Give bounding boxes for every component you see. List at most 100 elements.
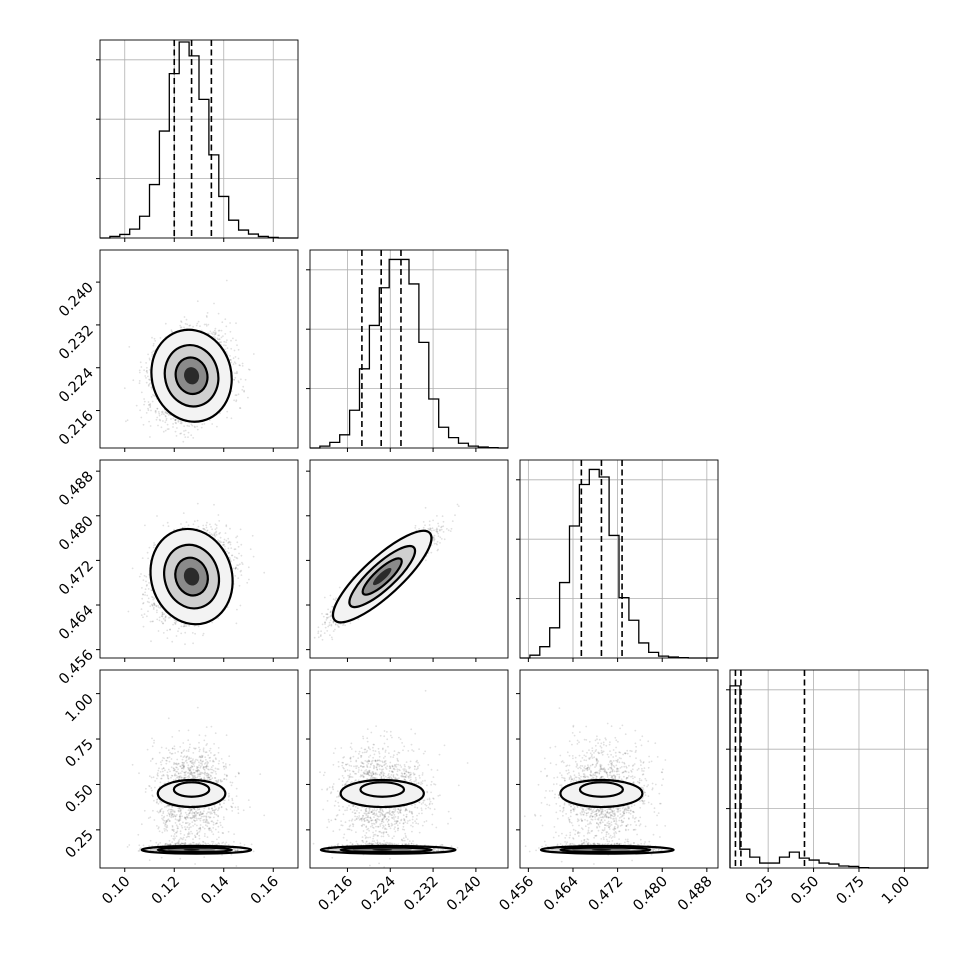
sample-point [175,435,178,437]
sample-point [174,430,177,433]
sample-point [174,418,177,421]
sample-point [138,380,141,382]
sample-point [145,381,148,384]
sample-point [214,332,217,335]
sample-point [226,416,228,419]
sample-point [127,610,130,613]
panel-frame [99,249,299,449]
sample-point [230,560,232,563]
sample-point [226,410,229,413]
sample-point [214,523,217,526]
sample-point [143,398,146,400]
sample-point [201,423,204,426]
sample-point [232,337,234,340]
sample-point [152,344,155,347]
sample-point [218,532,221,535]
sample-point [147,404,150,406]
sample-point [147,407,149,410]
sample-point [150,396,153,398]
sample-point [164,415,167,418]
sample-point [236,557,239,560]
sample-point [234,372,236,374]
sample-point [140,614,143,616]
sample-point [213,333,216,336]
sample-point [147,385,150,387]
sample-point [169,628,172,631]
panel-frame [519,459,719,659]
sample-point [239,407,242,409]
sample-point [182,625,185,628]
sample-point [205,524,208,527]
sample-point [232,567,235,570]
contour [174,356,209,396]
sample-point [180,321,183,323]
sample-point [148,358,151,361]
sample-point [180,422,183,425]
sample-point [184,625,187,627]
sample-point [209,330,212,333]
histogram-panel-1 [306,249,509,449]
sample-point [233,399,236,402]
sample-point [147,375,149,378]
sample-point [225,341,228,343]
sample-point [174,421,177,424]
sample-point [199,325,201,327]
sample-point [149,436,151,438]
sample-point [132,379,135,382]
sample-point [152,350,155,352]
sample-point [180,320,182,323]
sample-point [154,411,157,414]
sample-point [225,524,228,527]
sample-point [139,361,142,364]
sample-point [131,567,134,570]
sample-point [223,344,225,346]
sample-point [150,640,152,643]
sample-point [217,338,219,341]
sample-point [239,364,241,367]
sample-point [235,372,238,375]
sample-point [206,312,209,314]
sample-point [161,412,164,414]
sample-point [141,557,144,559]
sample-point [235,622,238,625]
sample-point [172,426,174,428]
sample-point [241,362,244,365]
sample-point [229,330,232,333]
sample-point [223,340,226,343]
sample-point [237,357,240,360]
contour [163,344,220,408]
sample-point [218,338,221,341]
sample-point [156,407,159,410]
sample-point [147,401,150,403]
sample-point [223,538,226,541]
sample-point [179,420,182,423]
sample-point [192,642,195,645]
histogram-panel-0 [96,39,299,239]
sample-point [233,349,236,352]
sample-point [156,416,159,419]
sample-point [158,414,161,417]
sample-point [228,556,231,559]
sample-point [241,389,244,391]
sample-point [235,394,238,397]
sample-point [196,428,199,431]
sample-point [252,353,255,355]
sample-point [235,399,238,401]
sample-point [145,377,147,379]
sample-point [153,542,156,544]
sample-point [142,423,145,426]
sample-point [170,330,173,333]
x-tick-label: 0.75 [834,874,868,908]
sample-point [197,320,200,323]
sample-point [185,625,188,627]
sample-point [149,425,152,427]
sample-point [161,410,164,413]
sample-point [225,351,228,353]
sample-point [215,533,218,536]
sample-point [185,318,188,321]
sample-point [169,616,172,619]
sample-point [172,417,175,420]
sample-point [229,543,232,546]
sample-point [235,566,237,569]
